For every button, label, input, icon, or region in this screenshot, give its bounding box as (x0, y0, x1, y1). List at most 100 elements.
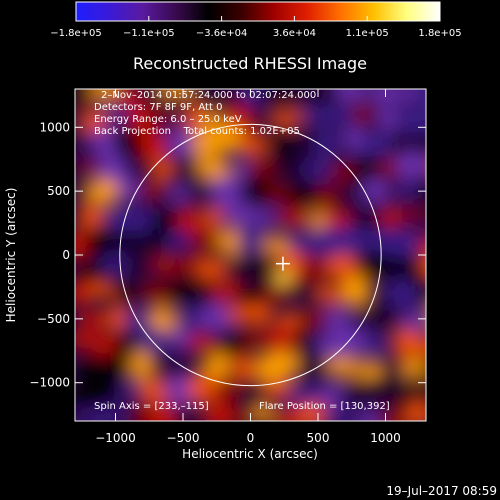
fringe-blob (75, 89, 91, 106)
fringe-blob (326, 253, 359, 281)
fringe-blob (252, 254, 275, 281)
fringe-blob (296, 350, 329, 379)
fringe-blob (287, 182, 318, 205)
fringe-blob (124, 208, 154, 232)
fringe-blob (293, 279, 322, 302)
fringe-blob (368, 89, 397, 104)
fringe-blob (175, 252, 201, 277)
fringe-blob (85, 282, 117, 299)
fringe-blob (116, 89, 138, 108)
fringe-blob (420, 133, 426, 154)
fringe-blob (128, 103, 153, 136)
fringe-blob (415, 336, 426, 356)
fringe-blob (402, 357, 426, 380)
fringe-blob (362, 376, 396, 402)
fringe-blob (239, 133, 268, 157)
fringe-blob (252, 405, 275, 421)
fringe-blob (322, 408, 352, 421)
fringe-blob (205, 403, 235, 421)
fringe-blob (194, 257, 231, 281)
fringe-blob (103, 104, 130, 124)
fringe-blob (118, 228, 142, 250)
fringe-blob (365, 228, 397, 254)
spin-axis-label: Spin Axis = [233,–115] (94, 401, 209, 412)
fringe-blob (137, 181, 168, 201)
fringe-blob (333, 225, 367, 258)
y-tick-label: 500 (47, 184, 70, 198)
timestamp: 19–Jul–2017 08:59 (386, 484, 497, 498)
fringe-blob (326, 356, 359, 377)
fringe-blob (79, 260, 108, 284)
fringe-blob (240, 89, 264, 108)
y-tick-label: 0 (62, 248, 70, 262)
fringe-blob (300, 308, 329, 330)
fringe-blob (204, 351, 231, 380)
fringe-blob (302, 105, 330, 123)
fringe-blob (77, 356, 105, 388)
fringe-blob (130, 350, 154, 381)
fringe-blob (405, 256, 426, 286)
fringe-blob (266, 324, 295, 356)
fringe-blob (318, 384, 347, 407)
fringe-blob (80, 412, 103, 421)
fringe-blob (223, 256, 259, 282)
fringe-blob (330, 161, 356, 183)
fringe-blob (381, 357, 405, 383)
fringe-blob (285, 233, 318, 256)
colorbar-tick-label: 1.1e+05 (346, 28, 389, 39)
fringe-blob (158, 89, 195, 99)
fringe-blob (214, 126, 243, 153)
fringe-blob (292, 134, 324, 154)
fringe-blob (247, 209, 277, 227)
fringe-blob (390, 134, 416, 157)
fringe-blob (295, 402, 331, 421)
fringe-blob (414, 89, 426, 105)
fringe-blob (190, 278, 214, 310)
fringe-blob (316, 183, 339, 211)
fringe-blob (260, 89, 296, 102)
fringe-blob (433, 203, 457, 234)
fringe-blob (232, 408, 254, 421)
fringe-blob (315, 286, 347, 304)
fringe-blob (140, 130, 168, 162)
fringe-blob (292, 89, 322, 104)
fringe-blob (122, 308, 155, 334)
fringe-blob (361, 178, 390, 204)
fringe-blob (340, 275, 371, 307)
fringe-blob (126, 253, 151, 278)
fringe-blob (112, 331, 147, 351)
flare-marker (275, 256, 290, 271)
fringe-blob (270, 109, 304, 128)
chart-title: Reconstructed RHESSI Image (133, 54, 367, 73)
fringe-blob (377, 103, 398, 132)
fringe-blob (177, 206, 201, 235)
fringe-blob (214, 375, 239, 406)
fringe-blob (166, 231, 194, 249)
fringe-blob (76, 158, 102, 176)
fringe-blob (232, 355, 257, 382)
fringe-blob (166, 128, 198, 157)
colorbar-tick-label: −1.8e+05 (50, 28, 102, 39)
x-tick-label: 0 (247, 431, 255, 445)
fringe-blob (102, 350, 132, 379)
flare-position-label: Flare Position = [130,392] (259, 401, 390, 412)
fringe-blob (146, 226, 170, 252)
fringe-blob (379, 408, 408, 421)
fringe-blob (353, 153, 380, 184)
fringe-blob (171, 407, 207, 421)
fringe-blob (416, 237, 426, 253)
fringe-blob (102, 406, 124, 421)
fringe-blob (88, 379, 122, 400)
fringe-blob (118, 177, 141, 202)
fringe-blob (141, 282, 174, 305)
fringe-blob (165, 278, 189, 302)
fringe-blob (390, 229, 423, 258)
y-tick-label: −1000 (29, 376, 70, 390)
fringe-blob (335, 89, 367, 103)
fringe-blob (148, 357, 177, 374)
fringe-blob (380, 205, 403, 229)
fringe-blob (90, 127, 120, 158)
colorbar-ticks: −1.8e+05 −1.1e+05 −3.6e+04 3.6e+04 1.1e+05 1.… (50, 16, 462, 39)
x-tick-label: −1000 (95, 431, 136, 445)
x-tick-label: 1000 (370, 431, 401, 445)
